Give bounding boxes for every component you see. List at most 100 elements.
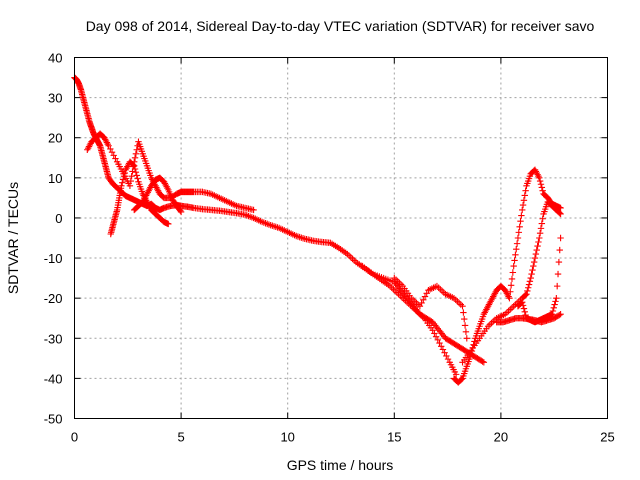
- data-point: [177, 207, 184, 214]
- data-point: [432, 333, 440, 340]
- data-point: [444, 355, 452, 363]
- y-tick-label: 40: [48, 51, 62, 66]
- data-point: [518, 212, 525, 219]
- data-point: [538, 220, 546, 227]
- data-point: [538, 184, 546, 191]
- data-point: [526, 278, 534, 285]
- data-point: [528, 270, 535, 278]
- data-point: [118, 182, 125, 190]
- y-tick-label: -50: [44, 412, 63, 427]
- data-point: [531, 254, 539, 262]
- data-point: [519, 302, 527, 309]
- grid-layer: [74, 57, 608, 419]
- data-point: [554, 270, 562, 278]
- data-point: [418, 299, 425, 307]
- data-point: [460, 309, 467, 316]
- data-point: [550, 304, 557, 311]
- data-point: [131, 165, 139, 173]
- data-point: [556, 246, 563, 254]
- data-point: [126, 182, 134, 190]
- data-point: [514, 234, 522, 242]
- data-point: [536, 174, 543, 182]
- data-point: [535, 238, 542, 246]
- data-point: [557, 311, 564, 318]
- y-tick-label: 10: [48, 171, 62, 186]
- data-point: [537, 225, 545, 232]
- data-point: [532, 250, 540, 258]
- data-point: [421, 293, 429, 300]
- data-point: [553, 282, 561, 290]
- data-point: [121, 169, 129, 177]
- data-point: [165, 220, 172, 228]
- data-point: [461, 322, 469, 329]
- series-upper-branch: [84, 130, 257, 214]
- data-point: [130, 161, 137, 169]
- data-point: [127, 177, 134, 185]
- x-tick-label: 20: [494, 430, 508, 445]
- x-tick-label: 0: [71, 430, 78, 445]
- data-point: [128, 173, 135, 180]
- data-point: [458, 375, 465, 383]
- data-point: [557, 204, 564, 212]
- data-point: [438, 343, 445, 350]
- data-point: [131, 154, 139, 161]
- data-point: [480, 359, 488, 366]
- data-point: [519, 201, 527, 209]
- data-point: [515, 229, 523, 236]
- data-point: [521, 308, 528, 316]
- data-point: [519, 298, 526, 306]
- data-point: [112, 155, 119, 162]
- data-point: [462, 328, 470, 336]
- y-tick-label: -20: [44, 291, 63, 306]
- data-point: [527, 274, 534, 282]
- data-point: [519, 206, 526, 214]
- series-tail-b: [130, 174, 185, 216]
- series-mid-cluster-2: [391, 274, 470, 342]
- data-point: [556, 209, 563, 217]
- data-point: [536, 177, 544, 185]
- data-point: [552, 298, 559, 305]
- data-point: [416, 302, 424, 310]
- data-point: [119, 176, 127, 183]
- data-point: [120, 173, 128, 180]
- data-point: [436, 339, 443, 347]
- data-point: [537, 181, 545, 188]
- x-axis-title: GPS time / hours: [287, 457, 394, 473]
- data-point: [479, 358, 486, 365]
- data-point: [110, 152, 117, 159]
- data-point: [429, 327, 436, 334]
- data-point: [555, 258, 563, 266]
- x-tick-label: 5: [177, 430, 184, 445]
- data-point: [549, 307, 557, 315]
- data-point: [463, 335, 470, 342]
- data-point: [420, 296, 427, 303]
- data-point: [105, 142, 112, 149]
- data-point: [441, 349, 448, 356]
- data-point: [520, 305, 528, 312]
- data-point: [536, 234, 543, 242]
- data-point: [250, 206, 257, 214]
- data-point: [557, 234, 564, 242]
- data-point: [529, 266, 536, 274]
- data-point: [507, 288, 514, 295]
- x-tick-label: 10: [280, 430, 294, 445]
- data-point: [132, 150, 140, 157]
- data-point: [177, 208, 185, 216]
- data-point: [520, 197, 528, 204]
- series-loop-a: [107, 158, 172, 238]
- data-point: [525, 281, 533, 288]
- data-point: [512, 251, 519, 259]
- plot-frame: [74, 57, 608, 419]
- data-point: [553, 294, 560, 302]
- data-point: [534, 242, 541, 250]
- series-flat-right: [493, 311, 564, 326]
- data-point: [522, 291, 529, 299]
- data-point: [556, 311, 563, 319]
- data-point: [507, 282, 515, 289]
- data-point: [431, 330, 438, 337]
- data-point: [107, 145, 114, 153]
- data-point: [511, 257, 518, 264]
- data-point: [508, 275, 516, 283]
- data-point: [509, 269, 517, 276]
